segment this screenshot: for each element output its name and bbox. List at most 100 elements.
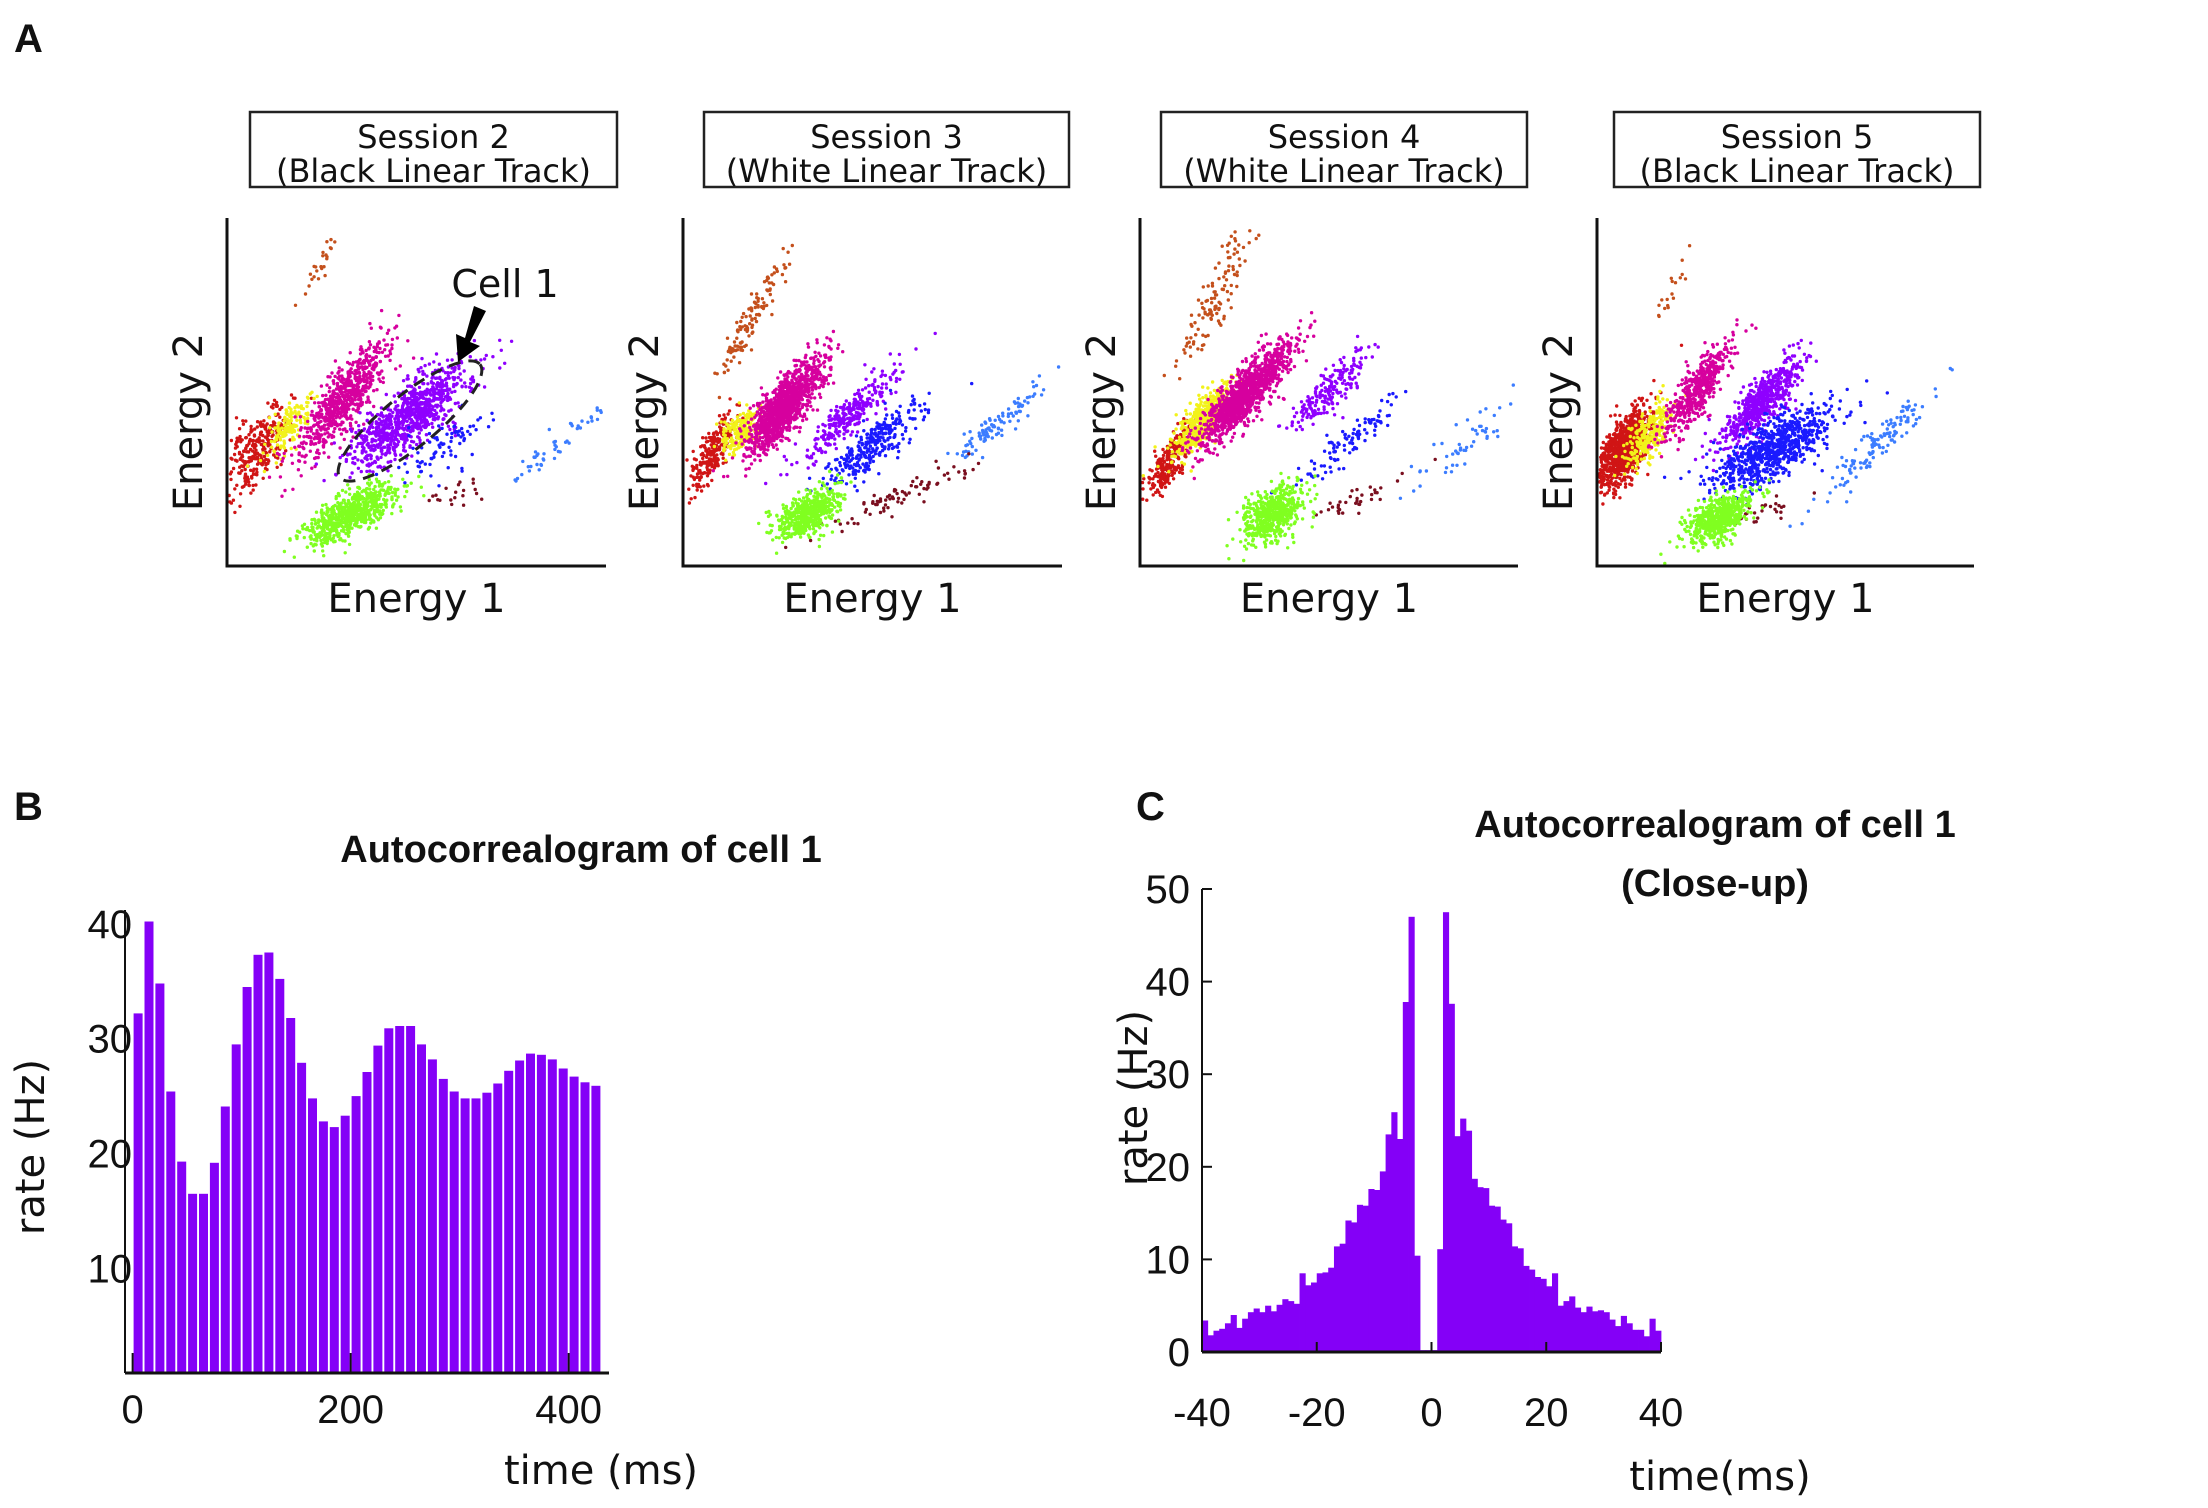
scatter-point [346, 483, 350, 487]
scatter-point [416, 451, 420, 455]
scatter-point [758, 458, 762, 463]
scatter-point [408, 444, 412, 448]
scatter-point [821, 422, 825, 427]
scatter-point [250, 476, 254, 480]
scatter-point [269, 439, 274, 444]
scatter-point [360, 449, 364, 453]
scatter-point [360, 400, 365, 405]
scatter-point [253, 427, 257, 431]
scatter-point [326, 507, 330, 511]
scatter-point [346, 528, 350, 532]
scatter-point [323, 428, 327, 432]
scatter-point [362, 375, 366, 380]
scatter-point [537, 468, 541, 472]
scatter-point [262, 469, 267, 474]
scatter-point [711, 469, 715, 473]
scatter-point [733, 432, 738, 436]
scatter-point [353, 522, 357, 526]
scatter-point [723, 433, 727, 437]
scatter-point [732, 355, 736, 359]
scatter-point [359, 469, 363, 474]
scatter-point [281, 456, 285, 460]
scatter-point [402, 443, 406, 447]
scatter-point [364, 373, 369, 377]
scatter-point [723, 420, 727, 424]
scatter-point [434, 411, 439, 415]
scatter-point [381, 508, 385, 513]
scatter-point [778, 370, 783, 374]
scatter-point [799, 364, 803, 368]
scatter-point [413, 421, 417, 426]
scatter-point [328, 394, 333, 398]
scatter-point [249, 491, 253, 495]
scatter-point [693, 495, 697, 500]
scatter-point [360, 392, 365, 397]
scatter-point [848, 421, 852, 426]
scatter-point [775, 269, 779, 274]
scatter-point [310, 528, 315, 532]
scatter-point [388, 358, 392, 363]
scatter-point [247, 459, 251, 463]
scatter-point [388, 417, 393, 421]
scatter-point [445, 358, 450, 362]
scatter-point [427, 431, 432, 436]
scatter-point [409, 407, 413, 411]
scatter-point [423, 462, 427, 466]
scatter-point [322, 423, 327, 427]
scatter-point [737, 401, 741, 405]
scatter-point [324, 440, 328, 444]
scatter-point [374, 355, 378, 359]
scatter-point [470, 452, 474, 457]
scatter-point [323, 401, 328, 406]
scatter-point [295, 536, 299, 541]
scatter-point [244, 419, 248, 423]
scatter-point [321, 250, 325, 255]
scatter-point [553, 443, 557, 447]
scatter-point [282, 441, 287, 445]
scatter-point [368, 354, 372, 358]
scatter-point [341, 381, 345, 385]
scatter-point [427, 498, 431, 503]
scatter-point [779, 416, 783, 420]
scatter-point [447, 445, 451, 449]
scatter-point [411, 427, 415, 431]
scatter-point [337, 512, 341, 516]
scatter-point [373, 459, 377, 464]
scatter-point [243, 479, 247, 483]
scatter-point [377, 350, 381, 355]
scatter-point [739, 348, 743, 352]
scatter-point [775, 447, 779, 451]
scatter-point [775, 432, 779, 436]
scatter-point [827, 442, 831, 446]
scatter-point [706, 484, 710, 488]
scatter-point [823, 430, 827, 434]
scatter-point [729, 436, 734, 440]
scatter-point [356, 367, 361, 371]
scatter-point [829, 408, 833, 413]
scatter-point [390, 511, 394, 516]
scatter-point [401, 379, 406, 383]
scatter-point [800, 373, 804, 378]
scatter-point [361, 508, 365, 512]
scatter-point [229, 470, 234, 474]
scatter-point [787, 396, 791, 400]
scatter-point [371, 378, 375, 382]
scatter-point [309, 439, 313, 443]
scatter-point [750, 323, 755, 327]
scatter-point [823, 450, 828, 454]
scatter-point [247, 439, 252, 443]
scatter-point [898, 362, 902, 366]
session-plot-3: Session 3(White Linear Track)Energy 1Ene… [622, 110, 1071, 622]
scatter-point [825, 336, 829, 340]
scatter-point [860, 388, 865, 392]
scatter-point [409, 403, 414, 407]
scatter-point [268, 426, 272, 430]
scatter-point [590, 419, 594, 423]
scatter-point [816, 369, 820, 373]
scatter-point [372, 363, 376, 367]
scatter-point [332, 441, 336, 445]
scatter-point [422, 396, 426, 400]
scatter-point [328, 513, 332, 517]
scatter-point [520, 472, 524, 477]
scatter-point [335, 530, 339, 534]
